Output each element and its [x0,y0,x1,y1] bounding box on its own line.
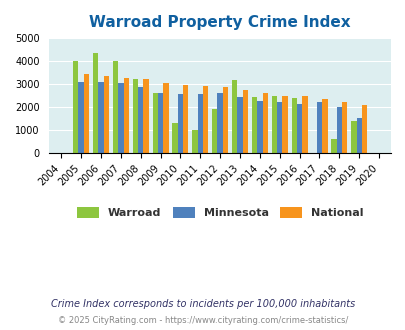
Bar [172,123,177,153]
Bar [113,61,118,153]
Bar [103,76,109,153]
Bar [138,87,143,153]
Title: Warroad Property Crime Index: Warroad Property Crime Index [89,15,350,30]
Bar [98,82,103,153]
Bar [197,94,202,153]
Bar [73,61,78,153]
Bar [276,102,282,153]
Text: © 2025 CityRating.com - https://www.cityrating.com/crime-statistics/: © 2025 CityRating.com - https://www.city… [58,316,347,325]
Bar [152,93,158,153]
Bar [192,130,197,153]
Text: Crime Index corresponds to incidents per 100,000 inhabitants: Crime Index corresponds to incidents per… [51,299,354,309]
Bar [158,93,163,153]
Bar [361,105,367,153]
Bar [177,94,183,153]
Bar [83,74,89,153]
Bar [302,96,307,153]
Bar [356,118,361,153]
Bar [322,99,327,153]
Bar [222,87,228,153]
Bar [282,95,287,153]
Bar [123,78,128,153]
Bar [341,102,347,153]
Bar [296,104,302,153]
Bar [271,96,276,153]
Bar [316,102,322,153]
Bar [183,85,188,153]
Bar [202,86,208,153]
Bar [350,121,356,153]
Bar [211,109,217,153]
Bar [132,79,138,153]
Bar [217,93,222,153]
Bar [237,97,242,153]
Bar [336,107,341,153]
Bar [330,139,336,153]
Bar [93,53,98,153]
Legend: Warroad, Minnesota, National: Warroad, Minnesota, National [72,202,367,222]
Bar [78,82,83,153]
Bar [163,83,168,153]
Bar [143,79,148,153]
Bar [251,97,257,153]
Bar [242,90,247,153]
Bar [257,101,262,153]
Bar [231,80,237,153]
Bar [262,93,267,153]
Bar [118,83,123,153]
Bar [291,98,296,153]
